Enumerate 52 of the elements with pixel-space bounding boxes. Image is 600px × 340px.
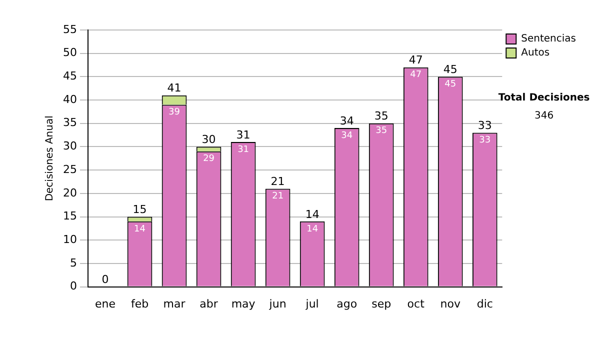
- x-tick-label: mar: [163, 297, 186, 310]
- data-label: 39: [168, 108, 180, 118]
- x-tick-label: jul: [304, 297, 319, 310]
- total-label: 35: [374, 110, 388, 123]
- total-label: 31: [236, 128, 250, 142]
- data-label: 14: [306, 224, 318, 234]
- y-tick-label: 0: [70, 280, 77, 293]
- y-tick-label: 40: [62, 92, 77, 106]
- data-label: 31: [238, 144, 250, 155]
- x-tick-label: dic: [476, 297, 493, 310]
- data-label: 14: [134, 224, 146, 234]
- total-label: 34: [340, 114, 354, 128]
- y-tick-label: 5: [70, 256, 77, 270]
- legend-label: Sentencias: [521, 34, 576, 45]
- y-tick-label: 35: [62, 116, 77, 130]
- data-label: 33: [479, 136, 491, 146]
- x-tick-label: abr: [200, 297, 218, 310]
- total-label: 41: [167, 82, 182, 95]
- y-tick-label: 20: [62, 186, 77, 200]
- total-label: 21: [270, 175, 285, 188]
- legend-label: Autos: [521, 48, 550, 59]
- text: 346: [534, 110, 554, 122]
- total-label: 15: [132, 203, 147, 216]
- x-tick-label: oct: [407, 297, 426, 310]
- data-label: 35: [376, 126, 388, 136]
- y-tick-label: 25: [62, 162, 77, 176]
- y-tick-label: 55: [62, 22, 77, 36]
- x-tick-label: sep: [372, 297, 392, 310]
- x-tick-label: feb: [130, 297, 149, 310]
- total-label: 33: [478, 119, 492, 132]
- x-tick-label: may: [231, 297, 256, 310]
- x-tick-label: ago: [336, 297, 358, 310]
- x-tick-label: ene: [94, 297, 116, 310]
- data-label: 47: [410, 70, 422, 80]
- data-label: 34: [341, 130, 353, 141]
- total-label: 30: [202, 133, 216, 146]
- total-label: 14: [305, 208, 320, 221]
- y-tick-label: 50: [62, 46, 77, 60]
- data-label: 29: [203, 154, 215, 164]
- y-tick-label: 30: [62, 140, 77, 153]
- total-label: 47: [408, 54, 423, 67]
- annotation: Total Decisiones: [498, 92, 590, 104]
- y-tick-label: 10: [62, 232, 77, 246]
- total-label: 0: [102, 273, 109, 286]
- y-tick-label: 45: [62, 70, 77, 83]
- x-tick-label: jun: [268, 297, 286, 310]
- x-tick-label: nov: [440, 297, 461, 310]
- y-tick-label: 15: [62, 210, 77, 223]
- y-axis-title: Decisiones Anual: [44, 116, 56, 202]
- total-label: 45: [443, 63, 458, 76]
- data-label: 45: [444, 80, 456, 90]
- data-label: 21: [272, 192, 284, 202]
